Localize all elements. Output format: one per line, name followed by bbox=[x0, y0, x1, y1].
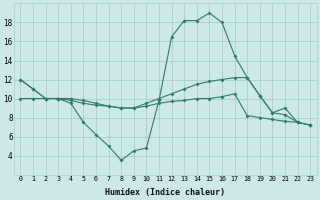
X-axis label: Humidex (Indice chaleur): Humidex (Indice chaleur) bbox=[105, 188, 225, 197]
